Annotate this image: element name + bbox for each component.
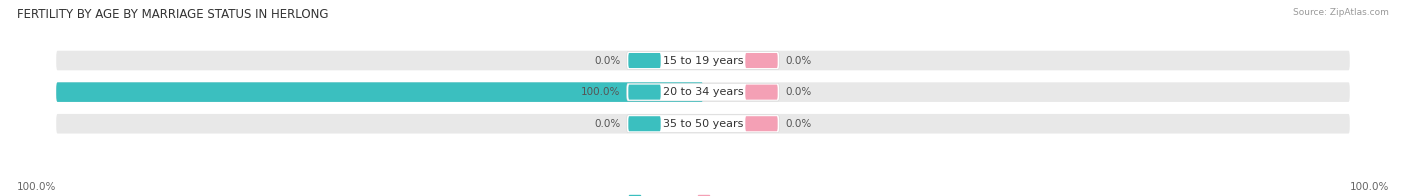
Text: 0.0%: 0.0% <box>595 55 620 65</box>
FancyBboxPatch shape <box>627 83 779 101</box>
FancyBboxPatch shape <box>628 116 661 131</box>
FancyBboxPatch shape <box>745 116 778 131</box>
Text: 15 to 19 years: 15 to 19 years <box>662 55 744 65</box>
FancyBboxPatch shape <box>627 52 779 69</box>
Text: 100.0%: 100.0% <box>1350 182 1389 192</box>
FancyBboxPatch shape <box>745 85 778 100</box>
FancyBboxPatch shape <box>56 82 703 102</box>
Text: Source: ZipAtlas.com: Source: ZipAtlas.com <box>1294 8 1389 17</box>
FancyBboxPatch shape <box>628 53 661 68</box>
Legend: Married, Unmarried: Married, Unmarried <box>628 195 778 196</box>
Text: 0.0%: 0.0% <box>786 119 811 129</box>
Text: FERTILITY BY AGE BY MARRIAGE STATUS IN HERLONG: FERTILITY BY AGE BY MARRIAGE STATUS IN H… <box>17 8 329 21</box>
Text: 100.0%: 100.0% <box>581 87 620 97</box>
Text: 20 to 34 years: 20 to 34 years <box>662 87 744 97</box>
FancyBboxPatch shape <box>627 115 779 132</box>
FancyBboxPatch shape <box>628 85 661 100</box>
Text: 0.0%: 0.0% <box>786 87 811 97</box>
Text: 35 to 50 years: 35 to 50 years <box>662 119 744 129</box>
FancyBboxPatch shape <box>745 53 778 68</box>
Text: 0.0%: 0.0% <box>786 55 811 65</box>
Text: 0.0%: 0.0% <box>595 119 620 129</box>
FancyBboxPatch shape <box>56 82 1350 102</box>
Text: 100.0%: 100.0% <box>17 182 56 192</box>
FancyBboxPatch shape <box>56 51 1350 70</box>
FancyBboxPatch shape <box>56 114 1350 133</box>
